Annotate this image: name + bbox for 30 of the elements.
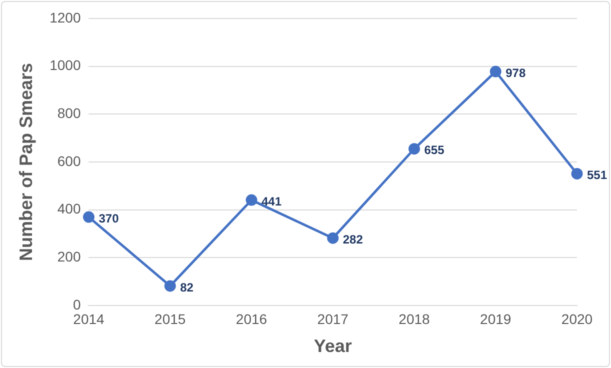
point	[164, 280, 176, 292]
x-tick-label: 2020	[561, 310, 593, 327]
data-label: 441	[261, 194, 282, 208]
data-label: 978	[506, 66, 526, 80]
data-label: 655	[424, 143, 445, 158]
point	[246, 194, 258, 206]
x-tick-label: 2016	[236, 310, 268, 327]
point	[571, 168, 583, 180]
x-tick-label: 2017	[317, 310, 349, 327]
data-label: 282	[342, 232, 364, 246]
y-tick-label: 600	[57, 152, 81, 169]
y-tick-label: 800	[57, 104, 81, 121]
y-tick-label: 200	[57, 248, 81, 265]
point	[490, 66, 502, 78]
y-tick-label: 1200	[50, 9, 81, 26]
x-tick-label: 2014	[73, 310, 105, 327]
point	[408, 143, 420, 155]
x-tick-label: 2015	[154, 310, 186, 327]
data-label: 370	[98, 211, 120, 226]
y-tick-label: 400	[57, 200, 81, 217]
data-label: 82	[180, 280, 194, 294]
x-tick-label: 2019	[480, 310, 512, 327]
x-axis-title: Year	[314, 336, 352, 356]
y-axis-title: Number of Pap Smears	[16, 62, 36, 262]
y-tick-label: 1000	[50, 57, 81, 74]
point	[327, 232, 339, 244]
data-label: 551	[587, 168, 608, 182]
x-tick-label: 2018	[398, 310, 430, 327]
point	[82, 211, 94, 223]
y-tick-label: 0	[72, 296, 81, 312]
